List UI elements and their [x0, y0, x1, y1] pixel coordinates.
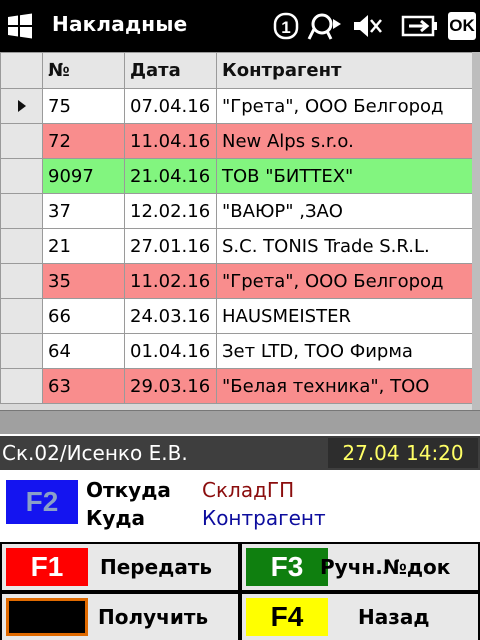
row-selector[interactable] [0, 263, 43, 299]
battery-charging-icon[interactable] [400, 10, 440, 42]
table-row[interactable]: 72 11.04.16 New Alps s.r.o. [0, 123, 473, 159]
row-selector[interactable] [0, 228, 43, 264]
route-panel: F2 Откуда Куда СкладГП Контрагент [0, 470, 480, 540]
windows-logo-icon[interactable] [6, 12, 34, 40]
back-label: Назад [358, 605, 430, 629]
title-bar: Накладные 1 OK [0, 0, 480, 52]
row-selector[interactable] [0, 368, 43, 404]
status-bar: Ск.02/Исенко Е.В. 27.04 14:20 [0, 436, 480, 470]
row-selector[interactable] [0, 88, 43, 124]
f2-route-button[interactable]: F2 [6, 480, 78, 524]
sync-icon[interactable] [306, 10, 344, 42]
cell-number[interactable]: 66 [42, 298, 125, 334]
column-header-counterparty[interactable]: Контрагент [216, 52, 473, 89]
user-label: Ск.02/Исенко Е.В. [0, 436, 322, 470]
cell-counterparty[interactable]: "Белая техника", ТОО [216, 368, 473, 404]
cell-counterparty[interactable]: "ВАЮР" ,ЗАО [216, 193, 473, 229]
cell-number[interactable]: 9097 [42, 158, 125, 194]
from-value: СкладГП [202, 478, 295, 502]
row-selector[interactable] [0, 158, 43, 194]
cell-date[interactable]: 11.02.16 [124, 263, 217, 299]
cell-date[interactable]: 12.02.16 [124, 193, 217, 229]
table-row[interactable]: 75 07.04.16 "Грета", ООО Белгород [0, 88, 473, 124]
volume-muted-icon[interactable] [350, 10, 384, 42]
receive-label: Получить [98, 605, 209, 629]
to-label: Куда [86, 506, 146, 530]
invoices-table: № Дата Контрагент 75 07.04.16 "Грета", ООО… [0, 52, 473, 404]
cell-date[interactable]: 29.03.16 [124, 368, 217, 404]
to-value: Контрагент [202, 506, 326, 530]
invoices-grid: № Дата Контрагент 75 07.04.16 "Грета", ООО… [0, 52, 480, 486]
cell-number[interactable]: 37 [42, 193, 125, 229]
column-header-date[interactable]: Дата [124, 52, 217, 89]
table-row[interactable]: 9097 21.04.16 ТОВ "БИТТЕХ" [0, 158, 473, 194]
row-selector-header[interactable] [0, 52, 43, 89]
window-title: Накладные [52, 12, 188, 36]
cell-date[interactable]: 27.01.16 [124, 228, 217, 264]
manual-doc-number-label: Ручн.№док [320, 555, 451, 579]
from-label: Откуда [86, 478, 171, 502]
cell-counterparty[interactable]: HAUSMEISTER [216, 298, 473, 334]
vertical-scrollbar[interactable] [472, 52, 480, 410]
receive-key [6, 598, 88, 636]
cell-counterparty[interactable]: New Alps s.r.o. [216, 123, 473, 159]
send-label: Передать [100, 555, 213, 579]
table-row[interactable]: 21 27.01.16 S.C. TONIS Trade S.R.L. [0, 228, 473, 264]
cell-number[interactable]: 35 [42, 263, 125, 299]
cell-number[interactable]: 21 [42, 228, 125, 264]
send-button[interactable]: F1 Передать [0, 542, 240, 592]
f1-key: F1 [6, 548, 88, 586]
cell-number[interactable]: 72 [42, 123, 125, 159]
cell-date[interactable]: 01.04.16 [124, 333, 217, 369]
table-row[interactable]: 63 29.03.16 "Белая техника", ТОО [0, 368, 473, 404]
cell-number[interactable]: 64 [42, 333, 125, 369]
table-row[interactable]: 64 01.04.16 Зет LTD, ТОО Фирма [0, 333, 473, 369]
manual-doc-number-button[interactable]: F3 Ручн.№док [240, 542, 480, 592]
datetime-label: 27.04 14:20 [328, 438, 478, 468]
cell-date[interactable]: 24.03.16 [124, 298, 217, 334]
table-header: № Дата Контрагент [0, 52, 473, 89]
row-selector[interactable] [0, 193, 43, 229]
cell-date[interactable]: 07.04.16 [124, 88, 217, 124]
current-row-marker-icon [17, 99, 26, 112]
data-connection-1-icon[interactable]: 1 [272, 10, 300, 42]
cell-counterparty[interactable]: "Грета", ООО Белгород [216, 88, 473, 124]
ok-button[interactable]: OK [448, 12, 476, 40]
cell-counterparty[interactable]: "Грета", ООО Белгород [216, 263, 473, 299]
table-row[interactable]: 37 12.02.16 "ВАЮР" ,ЗАО [0, 193, 473, 229]
f3-key: F3 [246, 548, 328, 586]
row-selector[interactable] [0, 298, 43, 334]
grid-body: № Дата Контрагент 75 07.04.16 "Грета", ООО… [0, 52, 473, 410]
cell-counterparty[interactable]: S.C. TONIS Trade S.R.L. [216, 228, 473, 264]
table-row[interactable]: 66 24.03.16 HAUSMEISTER [0, 298, 473, 334]
f4-key: F4 [246, 598, 328, 636]
cell-date[interactable]: 21.04.16 [124, 158, 217, 194]
row-selector[interactable] [0, 333, 43, 369]
receive-button[interactable]: Получить [0, 592, 240, 640]
cell-counterparty[interactable]: Зет LTD, ТОО Фирма [216, 333, 473, 369]
cell-counterparty[interactable]: ТОВ "БИТТЕХ" [216, 158, 473, 194]
cell-number[interactable]: 63 [42, 368, 125, 404]
cell-number[interactable]: 75 [42, 88, 125, 124]
svg-text:1: 1 [281, 18, 290, 37]
row-selector[interactable] [0, 123, 43, 159]
horizontal-scrollbar[interactable] [0, 410, 480, 434]
table-row[interactable]: 35 11.02.16 "Грета", ООО Белгород [0, 263, 473, 299]
back-button[interactable]: F4 Назад [240, 592, 480, 640]
column-header-number[interactable]: № [42, 52, 125, 89]
cell-date[interactable]: 11.04.16 [124, 123, 217, 159]
